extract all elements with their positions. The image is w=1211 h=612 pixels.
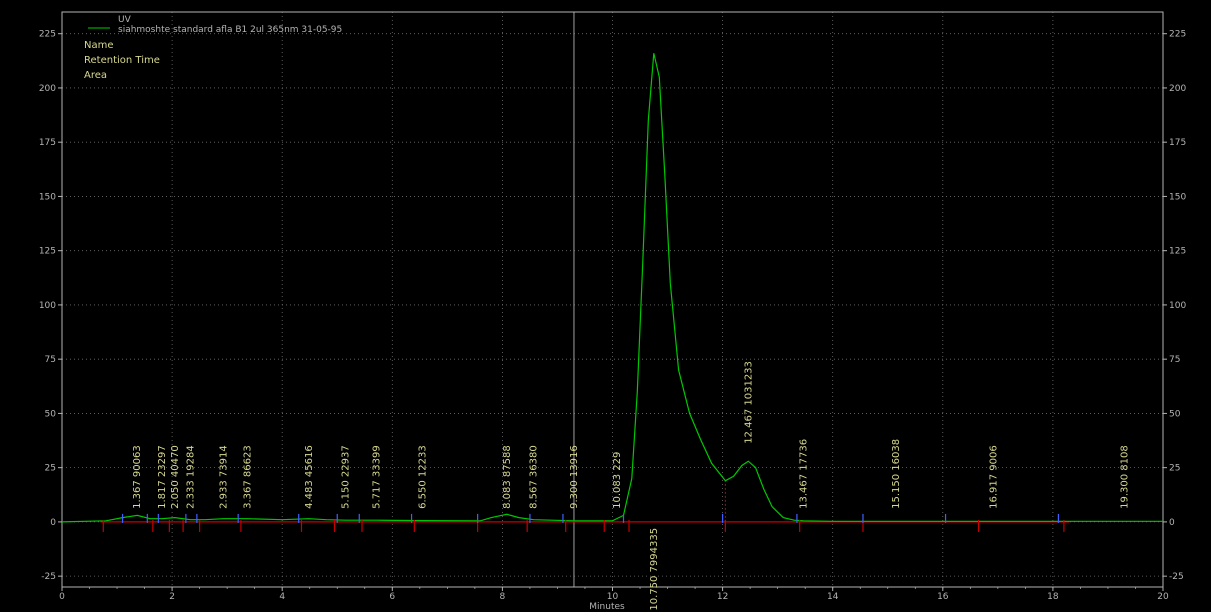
y-tick-label-right: 200 [1169,84,1186,94]
y-tick-label-right: 50 [1169,409,1181,419]
y-tick-label-left: 175 [39,138,56,148]
x-tick-label: 4 [279,592,285,602]
legend: UV siahmoshte standard afla B1 2ul 365nm… [84,15,342,81]
peak-label: 5.717 33399 [372,445,383,509]
peak-label: 10.750 7994335 [649,528,660,611]
peak-label: 12.467 1031233 [743,361,754,444]
x-tick-label: 8 [500,592,506,602]
legend-series-label: UV [118,15,132,25]
peak-label: 4.483 45616 [304,445,315,509]
y-tick-label-left: 75 [45,355,56,365]
trace-group [61,53,1163,523]
x-tick-label: 14 [827,592,839,602]
y-tick-label-right: 25 [1169,464,1180,474]
peak-label: 15.150 16038 [891,439,902,509]
legend-field-retention-time: Retention Time [84,55,160,66]
peak-label: 10.083 229 [612,452,623,509]
y-tick-label-left: 25 [45,464,56,474]
x-tick-label: 20 [1157,592,1169,602]
y-tick-label-right: 150 [1169,192,1186,202]
peak-label: 8.083 87588 [502,445,513,509]
y-tick-label-left: 150 [39,192,56,202]
peak-label: 9.300 13916 [569,445,580,509]
peak-label: 2.333 19284 [185,445,196,509]
uv-trace-line [61,53,1163,523]
y-tick-label-left: -25 [41,572,56,582]
peak-label: 19.300 8108 [1119,445,1130,509]
y-tick-label-right: 175 [1169,138,1186,148]
peak-label: 1.817 23297 [157,445,168,509]
y-tick-label-right: 225 [1169,30,1186,40]
x-tick-label: 18 [1047,592,1059,602]
x-tick-label: 16 [937,592,949,602]
peak-label: 6.550 12233 [418,445,429,509]
y-tick-label-left: 50 [45,409,57,419]
x-tick-label: 0 [59,592,65,602]
x-tick-label: 12 [717,592,728,602]
y-tick-label-right: 0 [1169,518,1175,528]
peak-label: 2.933 73914 [218,445,229,509]
peak-label: 5.150 22937 [341,445,352,509]
legend-field-area: Area [84,70,107,81]
plot-frame [61,11,1164,588]
y-tick-label-left: 225 [39,30,56,40]
peak-label: 16.917 9006 [988,445,999,509]
legend-field-name: Name [84,40,114,51]
y-tick-label-right: 125 [1169,247,1186,257]
y-tick-label-right: 75 [1169,355,1180,365]
peak-label: 1.367 90063 [132,445,143,509]
x-tick-label: 10 [607,592,619,602]
peak-label: 2.050 40470 [170,445,181,509]
y-tick-label-right: -25 [1169,572,1184,582]
x-tick-label: 2 [169,592,175,602]
y-tick-label-left: 100 [39,301,56,311]
y-tick-label-left: 200 [39,84,56,94]
peak-label: 13.467 17736 [798,439,809,509]
y-tick-label-left: 125 [39,247,56,257]
peak-label: 3.367 86623 [242,445,253,509]
x-tick-label: 6 [389,592,395,602]
baseline-group [100,480,1070,523]
legend-sample-label: siahmoshte standard afla B1 2ul 365nm 31… [118,25,342,35]
peak-markers [102,513,1065,532]
y-tick-label-left: 0 [50,518,56,528]
y-tick-label-right: 100 [1169,301,1186,311]
x-axis-label: Minutes [589,602,625,612]
peak-labels: 1.367 90063 1.817 23297 2.050 40470 2.333 1… [132,361,1130,611]
peak-label: 8.567 36380 [529,445,540,509]
